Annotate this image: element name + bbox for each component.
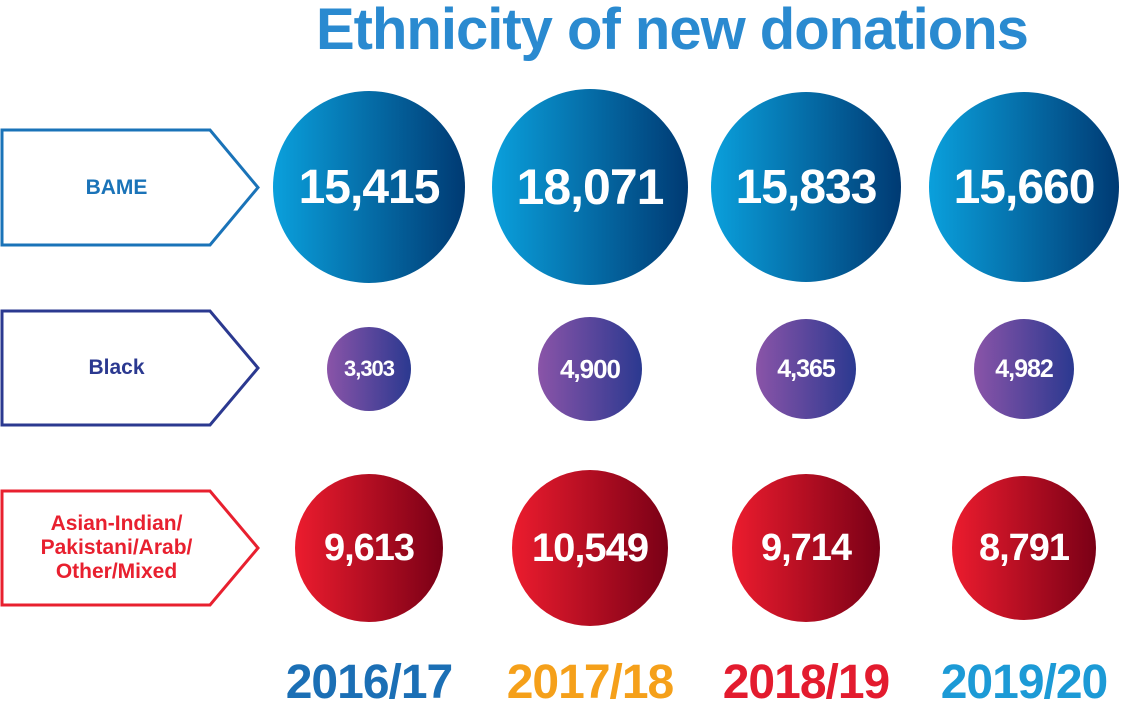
row-label-arrow-1 [0,309,260,427]
year-label: 2018/19 [722,656,891,709]
year-label: 2019/20 [940,656,1109,709]
bubble-0-3: 15,660 [929,92,1119,282]
year-label: 2017/18 [506,656,675,709]
bubble-1-3: 4,982 [974,319,1074,419]
bubble-value-label: 10,549 [531,525,649,570]
bubble-value-label: 8,791 [978,526,1070,569]
bubble-value-label: 18,071 [516,159,665,215]
row-label-arrow-0 [0,128,260,247]
bubble-value-label: 9,714 [760,526,852,569]
row-label: Black [88,356,145,379]
bubble-0-1: 18,071 [492,89,688,285]
bubble-value-label: 4,900 [559,353,621,384]
bubble-value-label: 9,613 [323,526,415,569]
bubble-1-2: 4,365 [756,319,856,419]
bubble-0-2: 15,833 [711,92,901,282]
bubble-2-0: 9,613 [295,474,443,622]
year-label: 2016/17 [285,656,454,709]
bubble-value-label: 15,833 [735,160,878,214]
bubble-value-label: 15,415 [298,160,441,214]
bubble-1-0: 3,303 [327,327,411,411]
bubble-value-label: 15,660 [953,160,1096,214]
bubble-0-0: 15,415 [273,91,465,283]
bubble-value-label: 3,303 [343,356,395,381]
bubble-1-1: 4,900 [538,317,642,421]
bubble-2-2: 9,714 [732,474,880,622]
bubble-2-3: 8,791 [952,476,1096,620]
row-label-arrow-2 [0,489,260,607]
bubble-2-1: 10,549 [512,470,668,626]
row-label: BAME [85,175,148,199]
bubble-value-label: 4,365 [777,354,836,383]
bubble-value-label: 4,982 [995,354,1054,383]
chart-title: Ethnicity of new donations [316,0,1029,62]
row-label: Asian-Indian/ Pakistani/Arab/ Other/Mixe… [40,512,193,583]
